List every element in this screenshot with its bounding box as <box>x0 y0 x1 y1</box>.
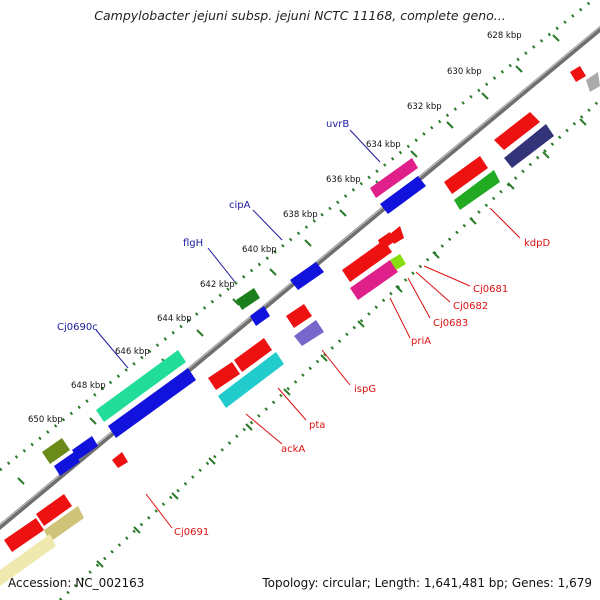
forward-features <box>42 158 426 476</box>
tick-labels: 628 kbp 630 kbp 632 kbp 634 kbp 636 kbp … <box>28 31 522 425</box>
gene-label-cj0683: Cj0683 <box>433 318 468 329</box>
tick-label-640: 640 kbp <box>242 245 277 255</box>
gene-block-magenta-top <box>370 158 418 198</box>
gene-block-cipa-blue <box>290 262 324 290</box>
gene-label-cj0691: Cj0691 <box>174 527 209 538</box>
gene-block-uvrb-blue <box>380 176 426 214</box>
tick-label-634: 634 kbp <box>366 140 401 150</box>
gene-block-red-small-1 <box>378 232 394 250</box>
gene-label-cipa: cipA <box>229 200 251 211</box>
gene-block-olive <box>42 438 70 464</box>
gene-block-red-acka <box>208 362 240 390</box>
tick-label-630: 630 kbp <box>447 67 482 77</box>
gene-block-khaki-bottom-b <box>0 534 56 586</box>
gene-block-grey-corner <box>586 72 600 92</box>
gene-block-blue-small-a <box>54 452 80 476</box>
gene-block-cyan-pta <box>218 352 284 408</box>
gene-block-lime <box>390 254 406 270</box>
gene-block-green-kdpd <box>454 170 500 210</box>
tick-label-644: 644 kbp <box>157 314 192 324</box>
gene-block-red-small-2 <box>390 226 404 244</box>
tick-label-650: 650 kbp <box>28 415 63 425</box>
gene-block-red-cj0691 <box>112 452 128 468</box>
gene-label-pria: priA <box>411 336 431 347</box>
tick-label-628: 628 kbp <box>487 31 522 41</box>
gene-label-pta: pta <box>309 420 325 431</box>
gene-label-ispg: ispG <box>354 384 376 395</box>
gene-block-blue-small-b <box>72 436 98 460</box>
gene-block-purple-ispg <box>294 320 324 346</box>
gene-block-red-cj0681 <box>342 240 392 282</box>
tick-label-642: 642 kbp <box>200 280 235 290</box>
map-title: Campylobacter jejuni subsp. jejuni NCTC … <box>94 8 506 23</box>
gene-label-kdpd: kdpD <box>524 238 550 249</box>
gene-label-cj0681: Cj0681 <box>473 284 508 295</box>
tick-label-632: 632 kbp <box>407 102 442 112</box>
gene-block-cj0690c-blue <box>108 368 196 438</box>
gene-block-navy-farright <box>504 124 554 168</box>
gene-block-red-pta <box>234 338 272 372</box>
tick-label-636: 636 kbp <box>326 175 361 185</box>
gene-block-red-bottom-b <box>4 518 44 552</box>
gene-block-red-bottom-a <box>36 494 72 526</box>
outer-dotted-ring <box>0 0 596 472</box>
gene-block-flgh-blue <box>250 306 270 326</box>
gene-block-flgh-green <box>236 288 260 310</box>
leader-lines <box>95 129 521 529</box>
gene-label-flgh: flgH <box>183 238 203 249</box>
tick-label-646: 646 kbp <box>115 347 150 357</box>
gene-label-cj0690c: Cj0690c <box>57 322 98 333</box>
reverse-features <box>0 66 600 586</box>
gene-labels: uvrB cipA flgH Cj0690c kdpD Cj0681 Cj068… <box>57 119 550 538</box>
gene-block-red-corner <box>570 66 586 82</box>
gene-label-cj0682: Cj0682 <box>453 301 488 312</box>
accession-text: Accession: NC_002163 <box>8 576 145 590</box>
gene-block-cj0690c-green <box>96 350 186 422</box>
gene-block-red-kdpd <box>444 156 488 194</box>
topology-summary-text: Topology: circular; Length: 1,641,481 bp… <box>262 576 592 590</box>
tick-marks <box>17 34 587 568</box>
gene-block-khaki-bottom-a <box>44 506 84 542</box>
gene-label-uvrb: uvrB <box>326 119 349 130</box>
tick-label-638: 638 kbp <box>283 210 318 220</box>
gene-block-magenta-cj0682 <box>350 260 398 300</box>
gene-label-acka: ackA <box>281 444 305 455</box>
gene-block-red-farright <box>494 112 540 150</box>
gene-block-red-prIA <box>286 304 312 328</box>
tick-label-648: 648 kbp <box>71 381 106 391</box>
